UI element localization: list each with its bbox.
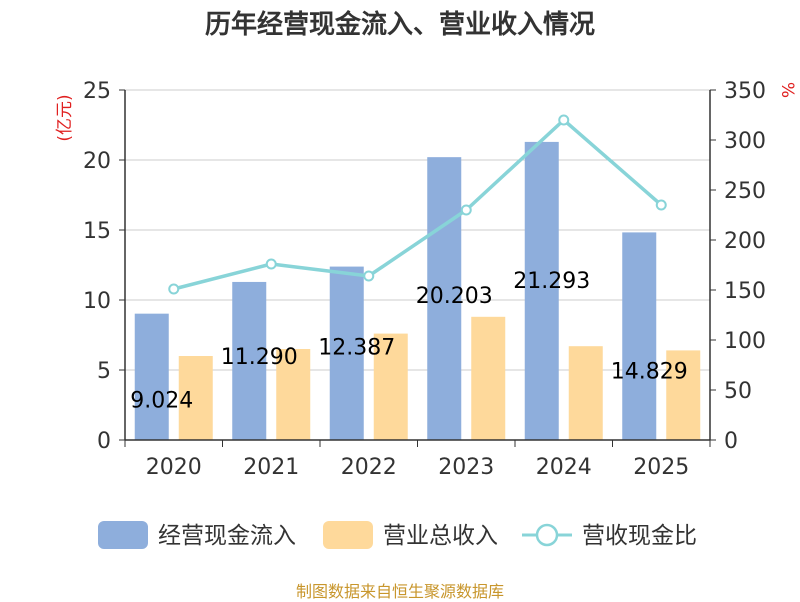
bar	[276, 349, 311, 440]
line-point	[460, 204, 472, 216]
bar-data-label: 9.024	[130, 389, 193, 414]
line-point	[363, 270, 375, 282]
data-labels: 9.024 11.290 12.387 20.203 21.293 14.829	[130, 269, 687, 414]
source-note: 制图数据来自恒生聚源数据库	[295, 582, 504, 601]
bar	[471, 316, 506, 440]
line-point	[655, 199, 667, 211]
x-tick-label: 2022	[341, 455, 397, 480]
bar	[232, 281, 267, 440]
bars	[134, 141, 701, 440]
bar	[178, 356, 213, 440]
right-tick-label: 100	[724, 329, 766, 354]
bar	[666, 350, 701, 440]
axes: 0510152025050100150200250300350(亿元)%2020…	[55, 79, 797, 480]
bar	[427, 157, 462, 440]
right-tick-label: 200	[724, 229, 766, 254]
x-tick-label: 2020	[146, 455, 202, 480]
line-point	[168, 283, 180, 295]
x-tick-label: 2024	[536, 455, 592, 480]
legend-swatch	[98, 521, 148, 549]
left-axis-unit: (亿元)	[55, 94, 75, 141]
left-tick-label: 20	[83, 149, 111, 174]
bar	[134, 313, 169, 440]
chart-title: 历年经营现金流入、营业收入情况	[204, 10, 595, 40]
left-tick-label: 5	[97, 359, 111, 384]
legend-swatch-marker	[535, 523, 559, 547]
ratio-line	[168, 114, 667, 295]
bar-data-label: 14.829	[611, 359, 688, 384]
bar-data-label: 12.387	[318, 336, 395, 361]
bar	[524, 141, 559, 440]
line-point	[558, 114, 570, 126]
x-tick-label: 2021	[243, 455, 299, 480]
right-tick-label: 350	[724, 79, 766, 104]
bar-data-label: 21.293	[513, 269, 590, 294]
bar	[329, 266, 364, 440]
left-tick-label: 10	[83, 289, 111, 314]
legend-label: 营收现金比	[582, 523, 697, 549]
left-tick-label: 0	[97, 429, 111, 454]
bar	[622, 232, 657, 440]
legend-label: 经营现金流入	[158, 523, 296, 549]
left-tick-label: 15	[83, 219, 111, 244]
right-tick-label: 150	[724, 279, 766, 304]
grid-lines	[125, 89, 710, 371]
right-axis-unit: %	[777, 82, 797, 98]
line-series	[173, 118, 663, 291]
bar	[568, 346, 603, 440]
right-tick-label: 250	[724, 179, 766, 204]
right-tick-label: 300	[724, 129, 766, 154]
right-tick-label: 50	[724, 379, 752, 404]
bar	[373, 333, 408, 440]
line-point	[265, 258, 277, 270]
bar-data-label: 20.203	[416, 284, 493, 309]
left-tick-label: 25	[83, 79, 111, 104]
right-tick-label: 0	[724, 429, 738, 454]
x-tick-label: 2025	[633, 455, 689, 480]
bar-data-label: 11.290	[221, 345, 298, 370]
legend-label: 营业总收入	[383, 523, 498, 549]
x-tick-label: 2023	[438, 455, 494, 480]
legend: 经营现金流入 营业总收入 营收现金比	[98, 521, 697, 549]
legend-swatch	[323, 521, 373, 549]
